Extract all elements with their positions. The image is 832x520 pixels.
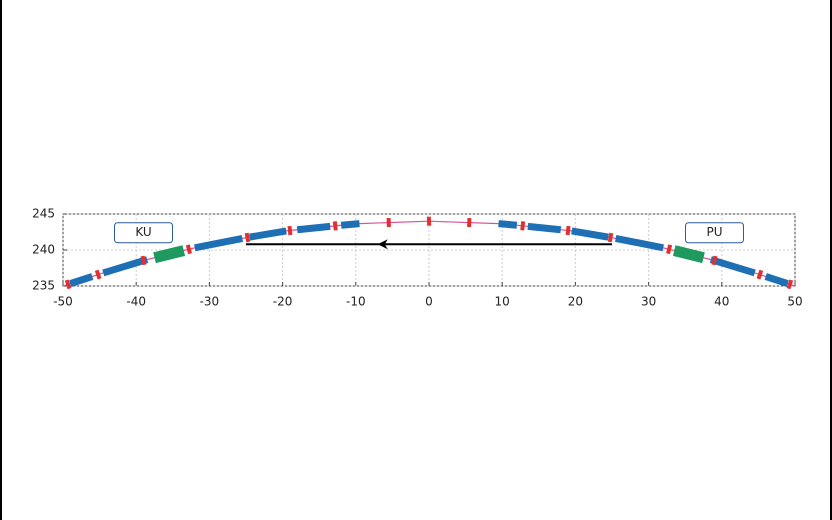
magnet [571,227,609,241]
x-tick-label: -30 [200,295,220,309]
magnet [249,227,287,241]
x-tick-label: 40 [714,295,729,309]
x-tick-label: 50 [787,295,802,309]
x-tick-label: -20 [273,295,293,309]
y-tick-label: 245 [32,207,55,221]
x-tick-label: -10 [346,295,366,309]
magnet [296,222,331,234]
corrector [520,221,526,231]
magnet [340,220,360,229]
corrector [244,232,251,243]
magnet [102,256,149,277]
y-tick-label: 240 [32,243,55,257]
x-tick-label: 0 [425,295,433,309]
annotation-label: KU [135,225,151,239]
x-tick-label: 20 [568,295,583,309]
corrector [140,255,147,266]
annotation-label: PU [706,225,722,239]
corrector [332,221,338,231]
corrector [565,225,571,236]
corrector [756,269,764,280]
corrector [94,269,102,280]
corrector [786,279,794,290]
magnet [498,220,518,229]
magnet [69,273,94,287]
corrector [64,279,72,290]
magnet [194,234,244,252]
corrector [666,244,673,255]
corrector [386,218,391,228]
annotation-box [684,222,744,244]
corrector [426,216,432,226]
x-tick-label: 30 [641,295,656,309]
arrow-head [377,239,388,250]
corrector [185,244,192,255]
magnet [764,273,789,287]
kicker [672,245,705,264]
corrector [467,218,472,228]
x-tick-label: -50 [53,295,73,309]
kicker [153,245,186,264]
y-tick-label: 235 [32,279,55,293]
corrector [287,225,293,236]
magnet [527,222,562,234]
corrector [711,255,718,266]
magnet [709,256,756,277]
annotation-box [114,222,174,244]
x-tick-label: 10 [495,295,510,309]
magnet [614,234,664,252]
x-tick-label: -40 [126,295,146,309]
corrector [607,232,614,243]
